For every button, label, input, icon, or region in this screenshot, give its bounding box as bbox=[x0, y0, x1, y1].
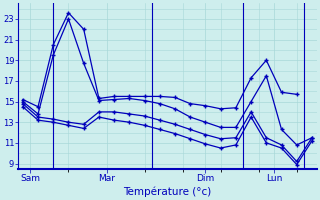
X-axis label: Température (°c): Température (°c) bbox=[123, 186, 212, 197]
